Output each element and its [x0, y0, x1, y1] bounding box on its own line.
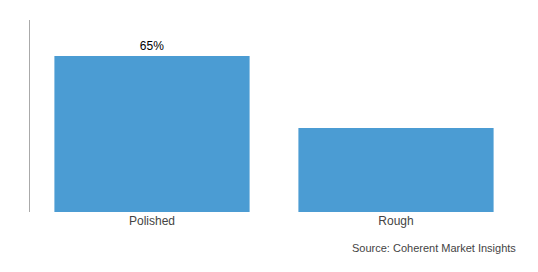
svg-text:65%: 65%	[140, 39, 164, 53]
svg-text:Rough: Rough	[378, 214, 413, 228]
svg-text:Source: Coherent Market Insigh: Source: Coherent Market Insights	[352, 242, 516, 254]
svg-text:Polished: Polished	[129, 214, 175, 228]
